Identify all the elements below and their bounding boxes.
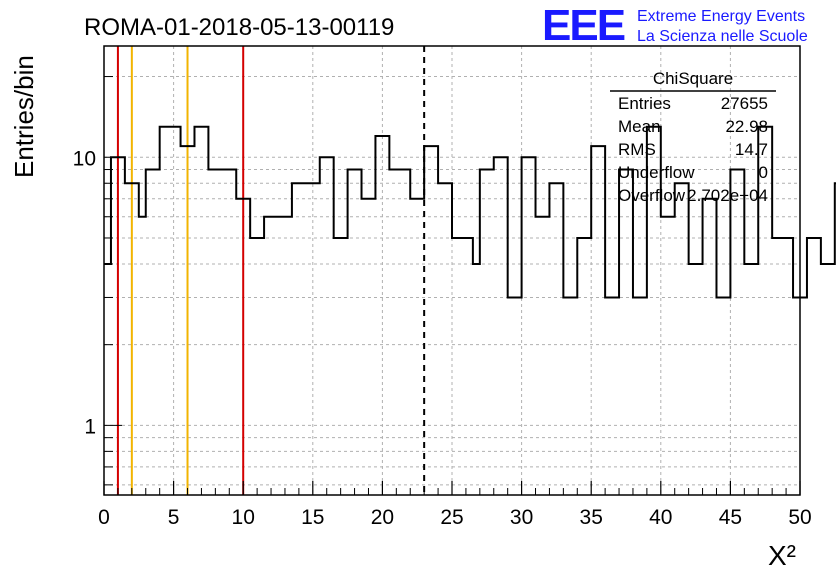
y-tick-label: 1 bbox=[84, 415, 96, 438]
logo-line-2: La Scienza nelle Scuole bbox=[637, 28, 808, 45]
x-tick-label: 35 bbox=[580, 506, 603, 529]
x-tick-label: 50 bbox=[788, 506, 811, 529]
logo-line-1: Extreme Energy Events bbox=[637, 8, 805, 25]
grid bbox=[104, 46, 800, 495]
x-tick-label: 0 bbox=[98, 506, 110, 529]
stats-value-overflow: 2.702e+04 bbox=[687, 186, 768, 205]
eee-logo: EEE Extreme Energy Events La Scienza nel… bbox=[542, 1, 808, 50]
x-tick-label: 25 bbox=[440, 506, 463, 529]
x-tick-label: 10 bbox=[232, 506, 255, 529]
stats-label-underflow: Underflow bbox=[618, 163, 695, 182]
marker-lines bbox=[116, 46, 426, 495]
logo-mark: EEE bbox=[542, 1, 625, 50]
stats-label-overflow: Overflow bbox=[618, 186, 686, 205]
stats-title: ChiSquare bbox=[653, 69, 733, 88]
chart-title: ROMA-01-2018-05-13-00119 bbox=[84, 14, 394, 41]
x-tick-label: 45 bbox=[719, 506, 742, 529]
stats-label-entries: Entries bbox=[618, 94, 671, 113]
stats-value-entries: 27655 bbox=[721, 94, 768, 113]
histogram bbox=[104, 125, 836, 299]
x-axis-ticks: 0 5 10 15 20 25 30 35 40 45 50 bbox=[98, 481, 812, 529]
stats-value-rms: 14.7 bbox=[735, 140, 768, 159]
y-axis-ticks: 1 10 bbox=[73, 76, 122, 486]
x-tick-label: 30 bbox=[510, 506, 533, 529]
stats-box: ChiSquare Entries 27655 Mean 22.98 RMS 1… bbox=[610, 69, 776, 205]
y-tick-label: 10 bbox=[73, 147, 96, 170]
x-tick-label: 15 bbox=[301, 506, 324, 529]
stats-label-mean: Mean bbox=[618, 117, 661, 136]
x-tick-label: 40 bbox=[649, 506, 672, 529]
x-tick-label: 5 bbox=[168, 506, 180, 529]
x-axis-label: X² bbox=[768, 540, 796, 571]
stats-value-underflow: 0 bbox=[759, 163, 768, 182]
stats-label-rms: RMS bbox=[618, 140, 656, 159]
x-tick-label: 20 bbox=[371, 506, 394, 529]
y-axis-label: Entries/bin bbox=[9, 55, 39, 178]
histogram-line bbox=[104, 125, 836, 299]
stats-value-mean: 22.98 bbox=[725, 117, 768, 136]
